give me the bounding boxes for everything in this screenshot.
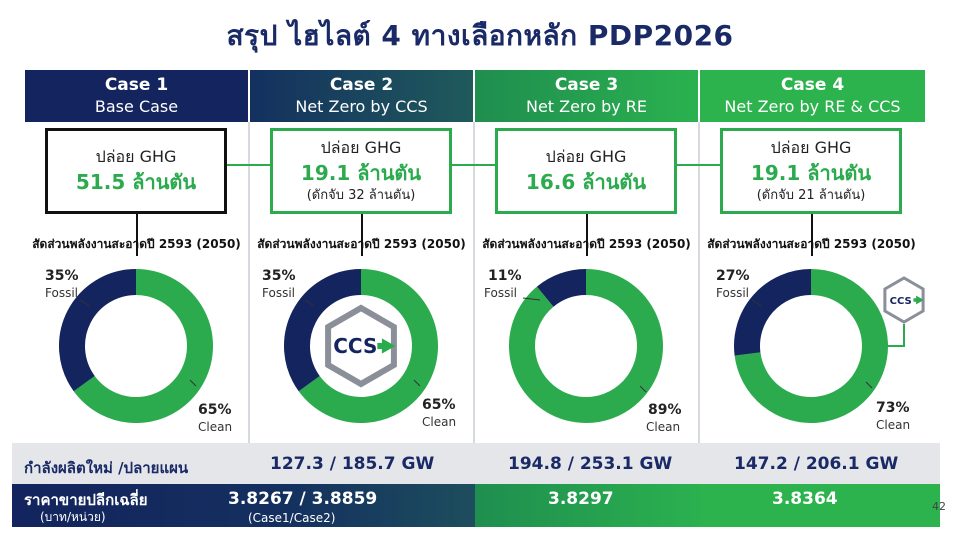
ghg-value: 16.6 ล้านตัน: [525, 170, 647, 194]
fossil-label: Fossil: [484, 286, 517, 300]
leader-line: [189, 379, 197, 387]
case-2-name: Case 2: [329, 75, 394, 95]
capacity-value-case-3: 194.8 / 253.1 GW: [508, 454, 673, 474]
fossil-slice: [284, 269, 362, 392]
clean-pct: 89%: [648, 402, 682, 418]
ghg-captured: (ดักจับ 21 ล้านตัน): [756, 188, 866, 203]
share-title: สัดส่วนพลังงานสะอาดปี 2593 (2050): [482, 237, 691, 251]
clean-pct: 65%: [422, 397, 456, 413]
leader-line: [79, 299, 91, 307]
clean-pct: 73%: [876, 400, 910, 416]
ghg-stem: [811, 214, 813, 256]
ghg-label: ปล่อย GHG: [545, 147, 627, 166]
clean-pct: 65%: [198, 402, 232, 418]
case-2-subtitle: Net Zero by CCS: [295, 97, 428, 116]
ccs-connector: [878, 324, 905, 347]
clean-label: Clean: [422, 415, 457, 429]
case-3-header: Case 3 Net Zero by RE: [475, 70, 700, 122]
fossil-label: Fossil: [45, 286, 78, 300]
case-header-row: Case 1 Base Case Case 2 Net Zero by CCS …: [25, 70, 925, 122]
ccs-icon: CCS: [883, 276, 925, 324]
ghg-value: 19.1 ล้านตัน: [750, 161, 872, 185]
case-4-name: Case 4: [780, 75, 845, 95]
case-3-subtitle: Net Zero by RE: [525, 97, 647, 116]
ghg-value: 51.5 ล้านตัน: [75, 170, 197, 194]
fossil-pct: 35%: [45, 268, 79, 284]
ghg-label: ปล่อย GHG: [320, 138, 402, 157]
price-unit: (บาท/หน่วย): [40, 510, 106, 524]
page-title: สรุป ไฮไลต์ 4 ทางเลือกหลัก PDP2026: [226, 19, 734, 52]
clean-slice: [298, 269, 438, 423]
clean-label: Clean: [876, 418, 911, 432]
fossil-slice: [734, 269, 812, 356]
leader-line: [865, 381, 873, 389]
column-divider: [698, 122, 700, 452]
fossil-label: Fossil: [716, 286, 749, 300]
capacity-value-case-4: 147.2 / 206.1 GW: [734, 454, 899, 474]
clean-slice: [734, 269, 888, 423]
fossil-pct: 27%: [716, 268, 750, 284]
price-row: [12, 484, 940, 527]
ghg-stem: [136, 214, 138, 256]
clean-label: Clean: [646, 420, 681, 434]
price-note: (Case1/Case2): [248, 511, 336, 525]
ccs-icon: CCS: [325, 304, 397, 388]
leader-line: [304, 299, 315, 307]
fossil-pct: 11%: [488, 268, 522, 284]
price-cell-case-3: [475, 484, 701, 527]
column-divider: [248, 122, 250, 452]
share-title: สัดส่วนพลังงานสะอาดปี 2593 (2050): [257, 237, 466, 251]
clean-slice: [509, 269, 663, 423]
ghg-captured: (ดักจับ 32 ล้านตัน): [306, 188, 416, 203]
case-4-header: Case 4 Net Zero by RE & CCS: [700, 70, 925, 122]
case-1-ghg-box: ปล่อย GHG 51.5 ล้านตัน: [45, 128, 227, 214]
case-2-header: Case 2 Net Zero by CCS: [250, 70, 475, 122]
case-1-header: Case 1 Base Case: [25, 70, 250, 122]
fossil-pct: 35%: [262, 268, 296, 284]
case-1-name: Case 1: [104, 75, 169, 95]
price-cell-case-4: [701, 484, 940, 527]
price-value-case-3: 3.8297: [548, 489, 614, 509]
ghg-stem: [586, 214, 588, 256]
case-1-subtitle: Base Case: [94, 97, 179, 116]
price-value-case-1-2: 3.8267 / 3.8859: [228, 489, 378, 509]
share-title: สัดส่วนพลังงานสะอาดปี 2593 (2050): [707, 237, 916, 251]
ghg-value: 19.1 ล้านตัน: [300, 161, 422, 185]
case-3-ghg-box: ปล่อย GHG 16.6 ล้านตัน: [495, 128, 677, 214]
fossil-slice: [536, 269, 587, 308]
leader-line: [751, 299, 763, 307]
case-2-ghg-box: ปล่อย GHG 19.1 ล้านตัน (ดักจับ 32 ล้านตั…: [270, 128, 452, 214]
price-cell-case-1-2: [12, 484, 475, 527]
capacity-label: กำลังผลิตใหม่ /ปลายแผน: [24, 459, 189, 477]
capacity-value-case-1-2: 127.3 / 185.7 GW: [270, 454, 435, 474]
case-3-name: Case 3: [554, 75, 619, 95]
price-value-case-4: 3.8364: [772, 489, 838, 509]
fossil-slice: [59, 269, 137, 392]
ghg-label: ปล่อย GHG: [95, 147, 177, 166]
page-number: 42: [932, 500, 946, 513]
leader-line: [522, 297, 541, 301]
svg-text:CCS: CCS: [890, 296, 912, 307]
clean-slice: [73, 269, 213, 423]
leader-line: [639, 385, 647, 393]
clean-label: Clean: [198, 420, 233, 434]
capacity-row: [12, 443, 940, 484]
case-4-ghg-box: ปล่อย GHG 19.1 ล้านตัน (ดักจับ 21 ล้านตั…: [720, 128, 902, 214]
fossil-label: Fossil: [262, 286, 295, 300]
ghg-stem: [361, 214, 363, 256]
leader-line: [413, 379, 421, 387]
svg-text:CCS: CCS: [333, 334, 377, 358]
ghg-label: ปล่อย GHG: [770, 138, 852, 157]
case-4-subtitle: Net Zero by RE & CCS: [724, 97, 901, 116]
column-divider: [473, 122, 475, 452]
share-title: สัดส่วนพลังงานสะอาดปี 2593 (2050): [32, 237, 241, 251]
price-label: ราคาขายปลีกเฉลี่ย: [24, 491, 148, 509]
